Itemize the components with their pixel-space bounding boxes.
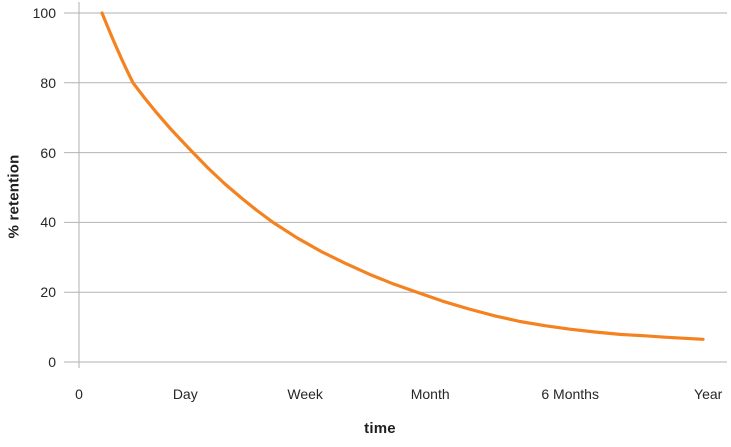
x-tick-label-month: Month [410,386,450,402]
x-tick-label-day: Day [172,386,198,402]
x-tick-label-week: Week [287,386,323,402]
y-axis-title: % retention [5,154,23,239]
retention-curve [100,11,705,341]
x-axis-title: time [364,420,396,437]
y-tick-label-40: 40 [40,214,56,231]
y-tick-label-100: 100 [32,5,56,21]
x-tick-label-6-months: 6 Months [541,386,599,402]
y-tick-label-20: 20 [40,284,56,301]
x-tick-label-year: Year [694,386,723,402]
y-tick-label-60: 60 [40,144,56,161]
x-tick-label-0: 0 [75,386,83,402]
y-tick-label-80: 80 [40,74,56,91]
y-tick-label-0: 0 [48,354,56,370]
